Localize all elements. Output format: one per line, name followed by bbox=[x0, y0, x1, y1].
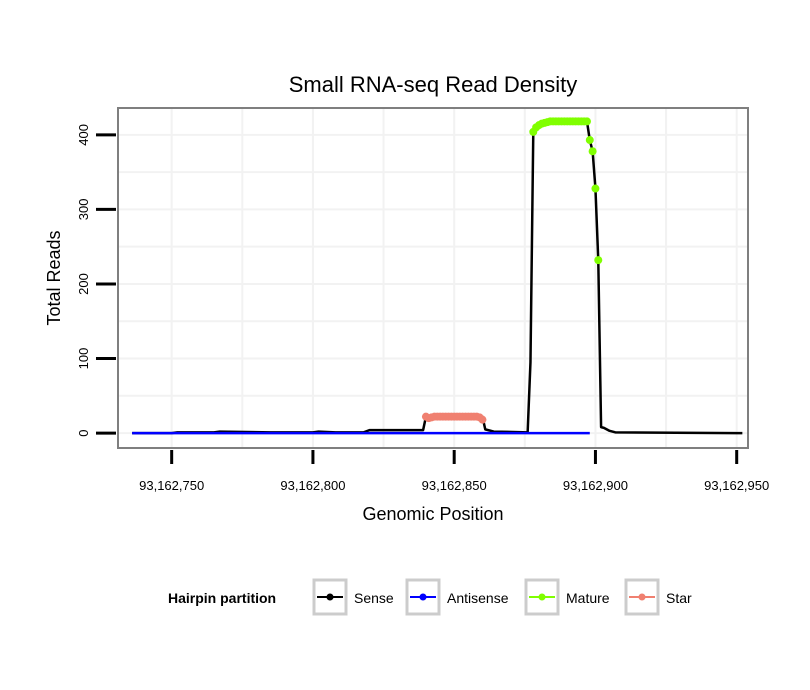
plot-panel bbox=[118, 108, 748, 448]
y-tick-label: 200 bbox=[76, 273, 91, 295]
x-tick-label: 93,162,750 bbox=[139, 478, 204, 493]
series-points bbox=[421, 117, 603, 424]
chart-title: Small RNA-seq Read Density bbox=[289, 72, 578, 97]
legend-label: Antisense bbox=[447, 590, 509, 606]
series-lines bbox=[132, 120, 743, 435]
legend-key-point bbox=[638, 593, 646, 601]
data-point-star bbox=[478, 415, 487, 424]
legend-item-mature: Mature bbox=[524, 578, 610, 616]
legend-label: Mature bbox=[566, 590, 610, 606]
y-tick-label: 300 bbox=[76, 199, 91, 221]
data-point-mature bbox=[582, 117, 591, 126]
y-tick-label: 400 bbox=[76, 124, 91, 146]
legend-label: Star bbox=[666, 590, 692, 606]
legend-label: Sense bbox=[354, 590, 394, 606]
legend-item-sense: Sense bbox=[312, 578, 394, 616]
legend-key-point bbox=[538, 593, 546, 601]
x-tick-label: 93,162,850 bbox=[422, 478, 487, 493]
y-axis-title: Total Reads bbox=[44, 230, 64, 325]
y-axis: 0 100 200 300 400 bbox=[76, 124, 116, 437]
legend: Hairpin partition Sense Antisense Mature St… bbox=[168, 578, 692, 616]
plot-border bbox=[117, 107, 749, 449]
data-point-mature bbox=[588, 147, 597, 156]
legend-key-point bbox=[419, 593, 427, 601]
x-axis: 93,162,750 93,162,800 93,162,850 93,162,900… bbox=[139, 450, 769, 493]
x-axis-title: Genomic Position bbox=[362, 504, 503, 524]
x-tick-label: 93,162,800 bbox=[280, 478, 345, 493]
legend-key-point bbox=[326, 593, 334, 601]
plot-background bbox=[118, 108, 748, 448]
x-tick-label: 93,162,900 bbox=[563, 478, 628, 493]
legend-title: Hairpin partition bbox=[168, 590, 276, 606]
grid-lines bbox=[118, 108, 748, 448]
data-point-mature bbox=[585, 136, 594, 145]
y-tick-label: 0 bbox=[76, 429, 91, 436]
x-tick-label: 93,162,950 bbox=[704, 478, 769, 493]
y-tick-label: 100 bbox=[76, 348, 91, 370]
legend-item-star: Star bbox=[624, 578, 692, 616]
legend-item-antisense: Antisense bbox=[405, 578, 509, 616]
data-point-mature bbox=[591, 184, 600, 193]
data-point-mature bbox=[594, 256, 603, 265]
